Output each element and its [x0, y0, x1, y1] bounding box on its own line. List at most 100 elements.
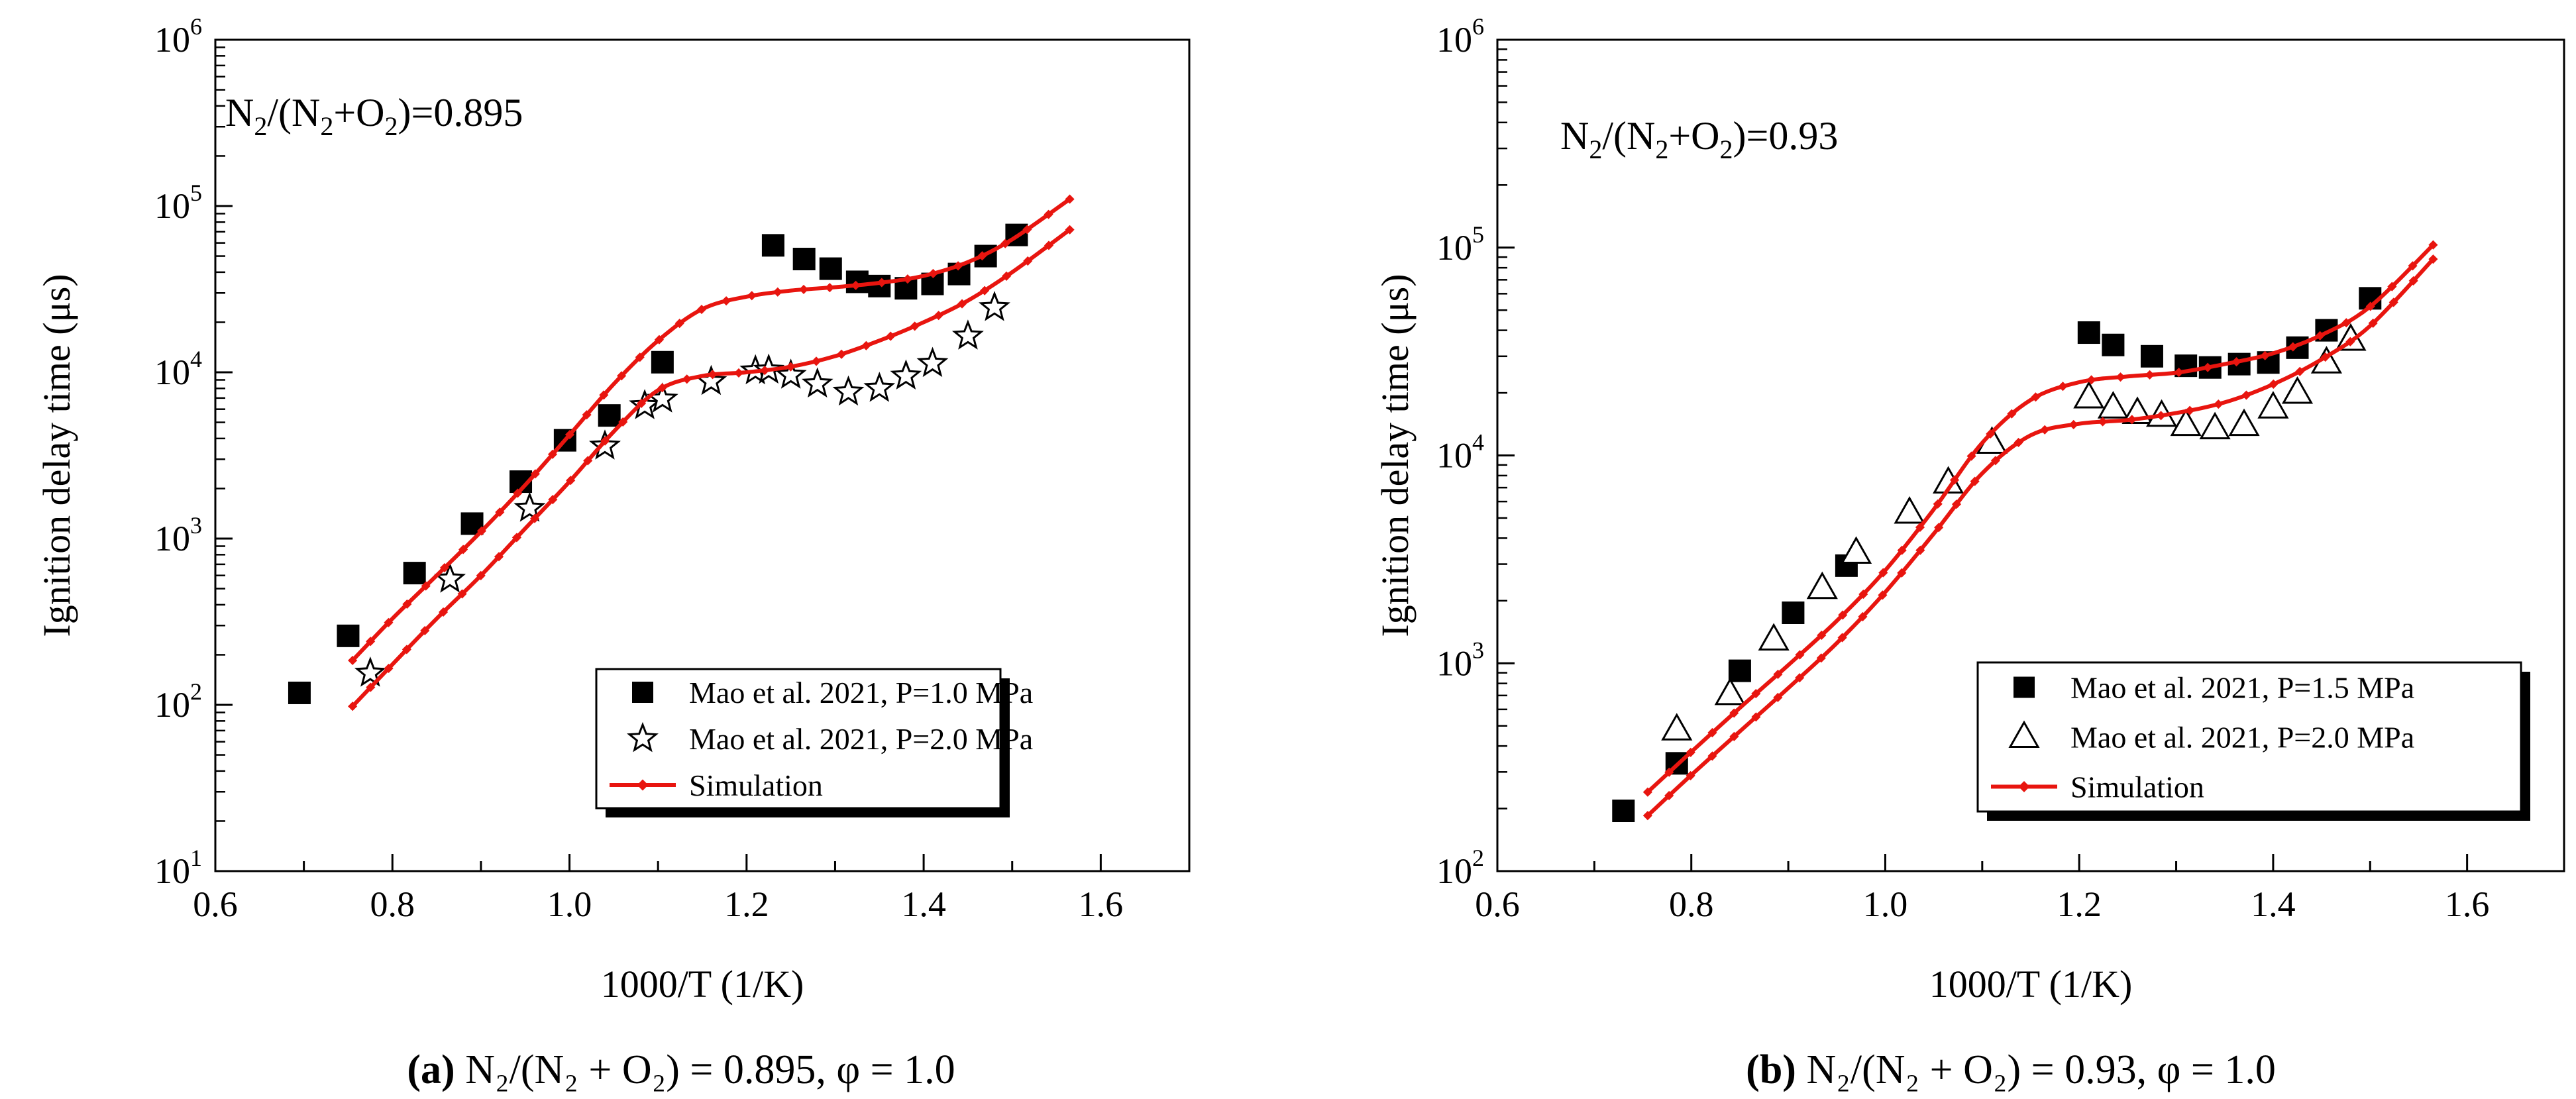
data-point-star [916, 346, 949, 378]
simulation-marker [674, 319, 684, 329]
y-tick-exponent: 5 [1472, 221, 1484, 248]
simulation-marker [402, 599, 412, 609]
y-tick-label: 106 [1436, 13, 1484, 60]
simulation-marker [2068, 419, 2078, 430]
data-point-star [354, 656, 386, 687]
data-point-square [761, 234, 784, 257]
simulation-marker [384, 617, 394, 627]
simulation-marker [811, 356, 822, 366]
data-point-square [2140, 344, 2163, 368]
legend: Mao et al. 2021, P=1.0 MPa Mao et al. 202… [595, 668, 1033, 817]
y-tick-base: 10 [154, 20, 190, 60]
data-point-square [598, 404, 621, 427]
simulation-marker [2145, 370, 2155, 380]
simulation-marker [1065, 194, 1075, 204]
y-tick-label: 104 [154, 346, 202, 392]
chart-panel-a: 0.6 0.8 1.0 1.2 1.4 1.61011021031041051061000… [35, 13, 1191, 1006]
simulation-marker [1023, 256, 1033, 266]
data-point-triangle [1714, 677, 1746, 706]
y-tick-label: 102 [1436, 845, 1484, 891]
simulation-marker [1044, 209, 1053, 219]
data-point-square [1612, 800, 1635, 823]
legend-label: Mao et al. 2021, P=2.0 MPa [689, 722, 1033, 756]
simulation-marker [708, 370, 718, 380]
legend-marker-star [627, 721, 659, 753]
x-tick-label: 1.4 [2251, 884, 2296, 924]
caption-a: (a) N₂/(N₂ + O₂) = 0.895, φ = 1.0 [407, 1047, 955, 1092]
data-point-triangle [1806, 571, 1838, 600]
y-tick-exponent: 5 [190, 180, 202, 206]
x-axis-title: 1000/T (1/K) [1929, 963, 2133, 1006]
caption-b-text: N₂/(N₂ + O₂) = 0.93, φ = 1.0 [1796, 1047, 2276, 1092]
simulation-marker [1000, 238, 1010, 248]
simulation-marker [1044, 240, 1054, 250]
simulation-marker [511, 533, 521, 543]
caption-b-letter: (b) [1746, 1047, 1796, 1092]
data-point-square [651, 350, 674, 374]
y-tick-exponent: 2 [1472, 845, 1484, 871]
legend-marker-diamond [2018, 781, 2030, 792]
y-tick-base: 10 [154, 685, 190, 725]
y-axis-title: Ignition delay time (μs) [35, 274, 78, 637]
simulation-marker [617, 371, 627, 381]
simulation-marker [2214, 399, 2224, 409]
legend-marker-triangle [2008, 720, 2040, 748]
data-point-triangle [1894, 496, 1925, 524]
legend-marker-square [632, 682, 653, 703]
x-tick-label: 0.6 [193, 884, 238, 924]
simulation-marker [773, 287, 782, 297]
simulation-marker [582, 410, 592, 420]
data-point-triangle [1758, 623, 1790, 651]
series-2 [1642, 240, 2438, 797]
data-point-star [979, 291, 1010, 321]
ratio-annotation: N2/(N2+O2)=0.895 [225, 91, 523, 141]
y-tick-label: 103 [1436, 637, 1484, 683]
series-1 [354, 291, 1010, 687]
y-tick-exponent: 4 [190, 346, 202, 372]
x-tick-label: 1.6 [1079, 884, 1124, 924]
data-point-triangle [2257, 391, 2289, 419]
annotation-part: 2 [1655, 134, 1668, 164]
simulation-marker [548, 495, 558, 505]
data-point-triangle [2199, 411, 2231, 440]
simulation-marker [760, 366, 770, 376]
annotation-part: /(N [1602, 114, 1655, 158]
simulation-marker [457, 589, 467, 599]
series-3 [1642, 254, 2438, 821]
simulation-marker [953, 261, 963, 271]
simulation-marker [1022, 225, 1032, 235]
simulation-marker [2040, 425, 2050, 435]
data-point-square [1782, 601, 1805, 624]
simulation-marker [476, 526, 487, 536]
simulation-marker [798, 284, 809, 294]
data-point-square [845, 270, 869, 293]
data-point-square [403, 562, 426, 585]
simulation-marker [786, 362, 796, 372]
simulation-marker [2116, 372, 2125, 382]
simulation-marker [420, 625, 430, 636]
y-tick-exponent: 6 [1472, 13, 1484, 40]
caption-a-letter: (a) [407, 1047, 455, 1092]
data-point-triangle [1840, 536, 1872, 564]
y-tick-exponent: 6 [190, 13, 202, 40]
series-3 [348, 225, 1075, 711]
caption-b: (b) N₂/(N₂ + O₂) = 0.93, φ = 1.0 [1746, 1047, 2276, 1092]
data-point-square [2102, 333, 2125, 356]
simulation-marker [902, 274, 912, 284]
legend-label: Mao et al. 2021, P=1.0 MPa [689, 676, 1033, 709]
legend-label: Mao et al. 2021, P=1.5 MPa [2070, 671, 2414, 705]
y-tick-exponent: 4 [1472, 429, 1484, 456]
simulation-marker [402, 645, 411, 654]
legend-marker-diamond [637, 779, 649, 791]
data-point-star [513, 492, 546, 522]
legend-label: Simulation [2070, 770, 2204, 804]
y-tick-base: 10 [1436, 436, 1472, 476]
series-0 [1612, 287, 2382, 823]
simulation-marker [583, 456, 593, 466]
plot-area [1612, 240, 2438, 823]
legend: Mao et al. 2021, P=1.5 MPa Mao et al. 202… [1976, 661, 2530, 821]
simulation-marker [654, 335, 664, 344]
simulation-marker [384, 663, 394, 674]
simulation-marker [980, 286, 990, 295]
